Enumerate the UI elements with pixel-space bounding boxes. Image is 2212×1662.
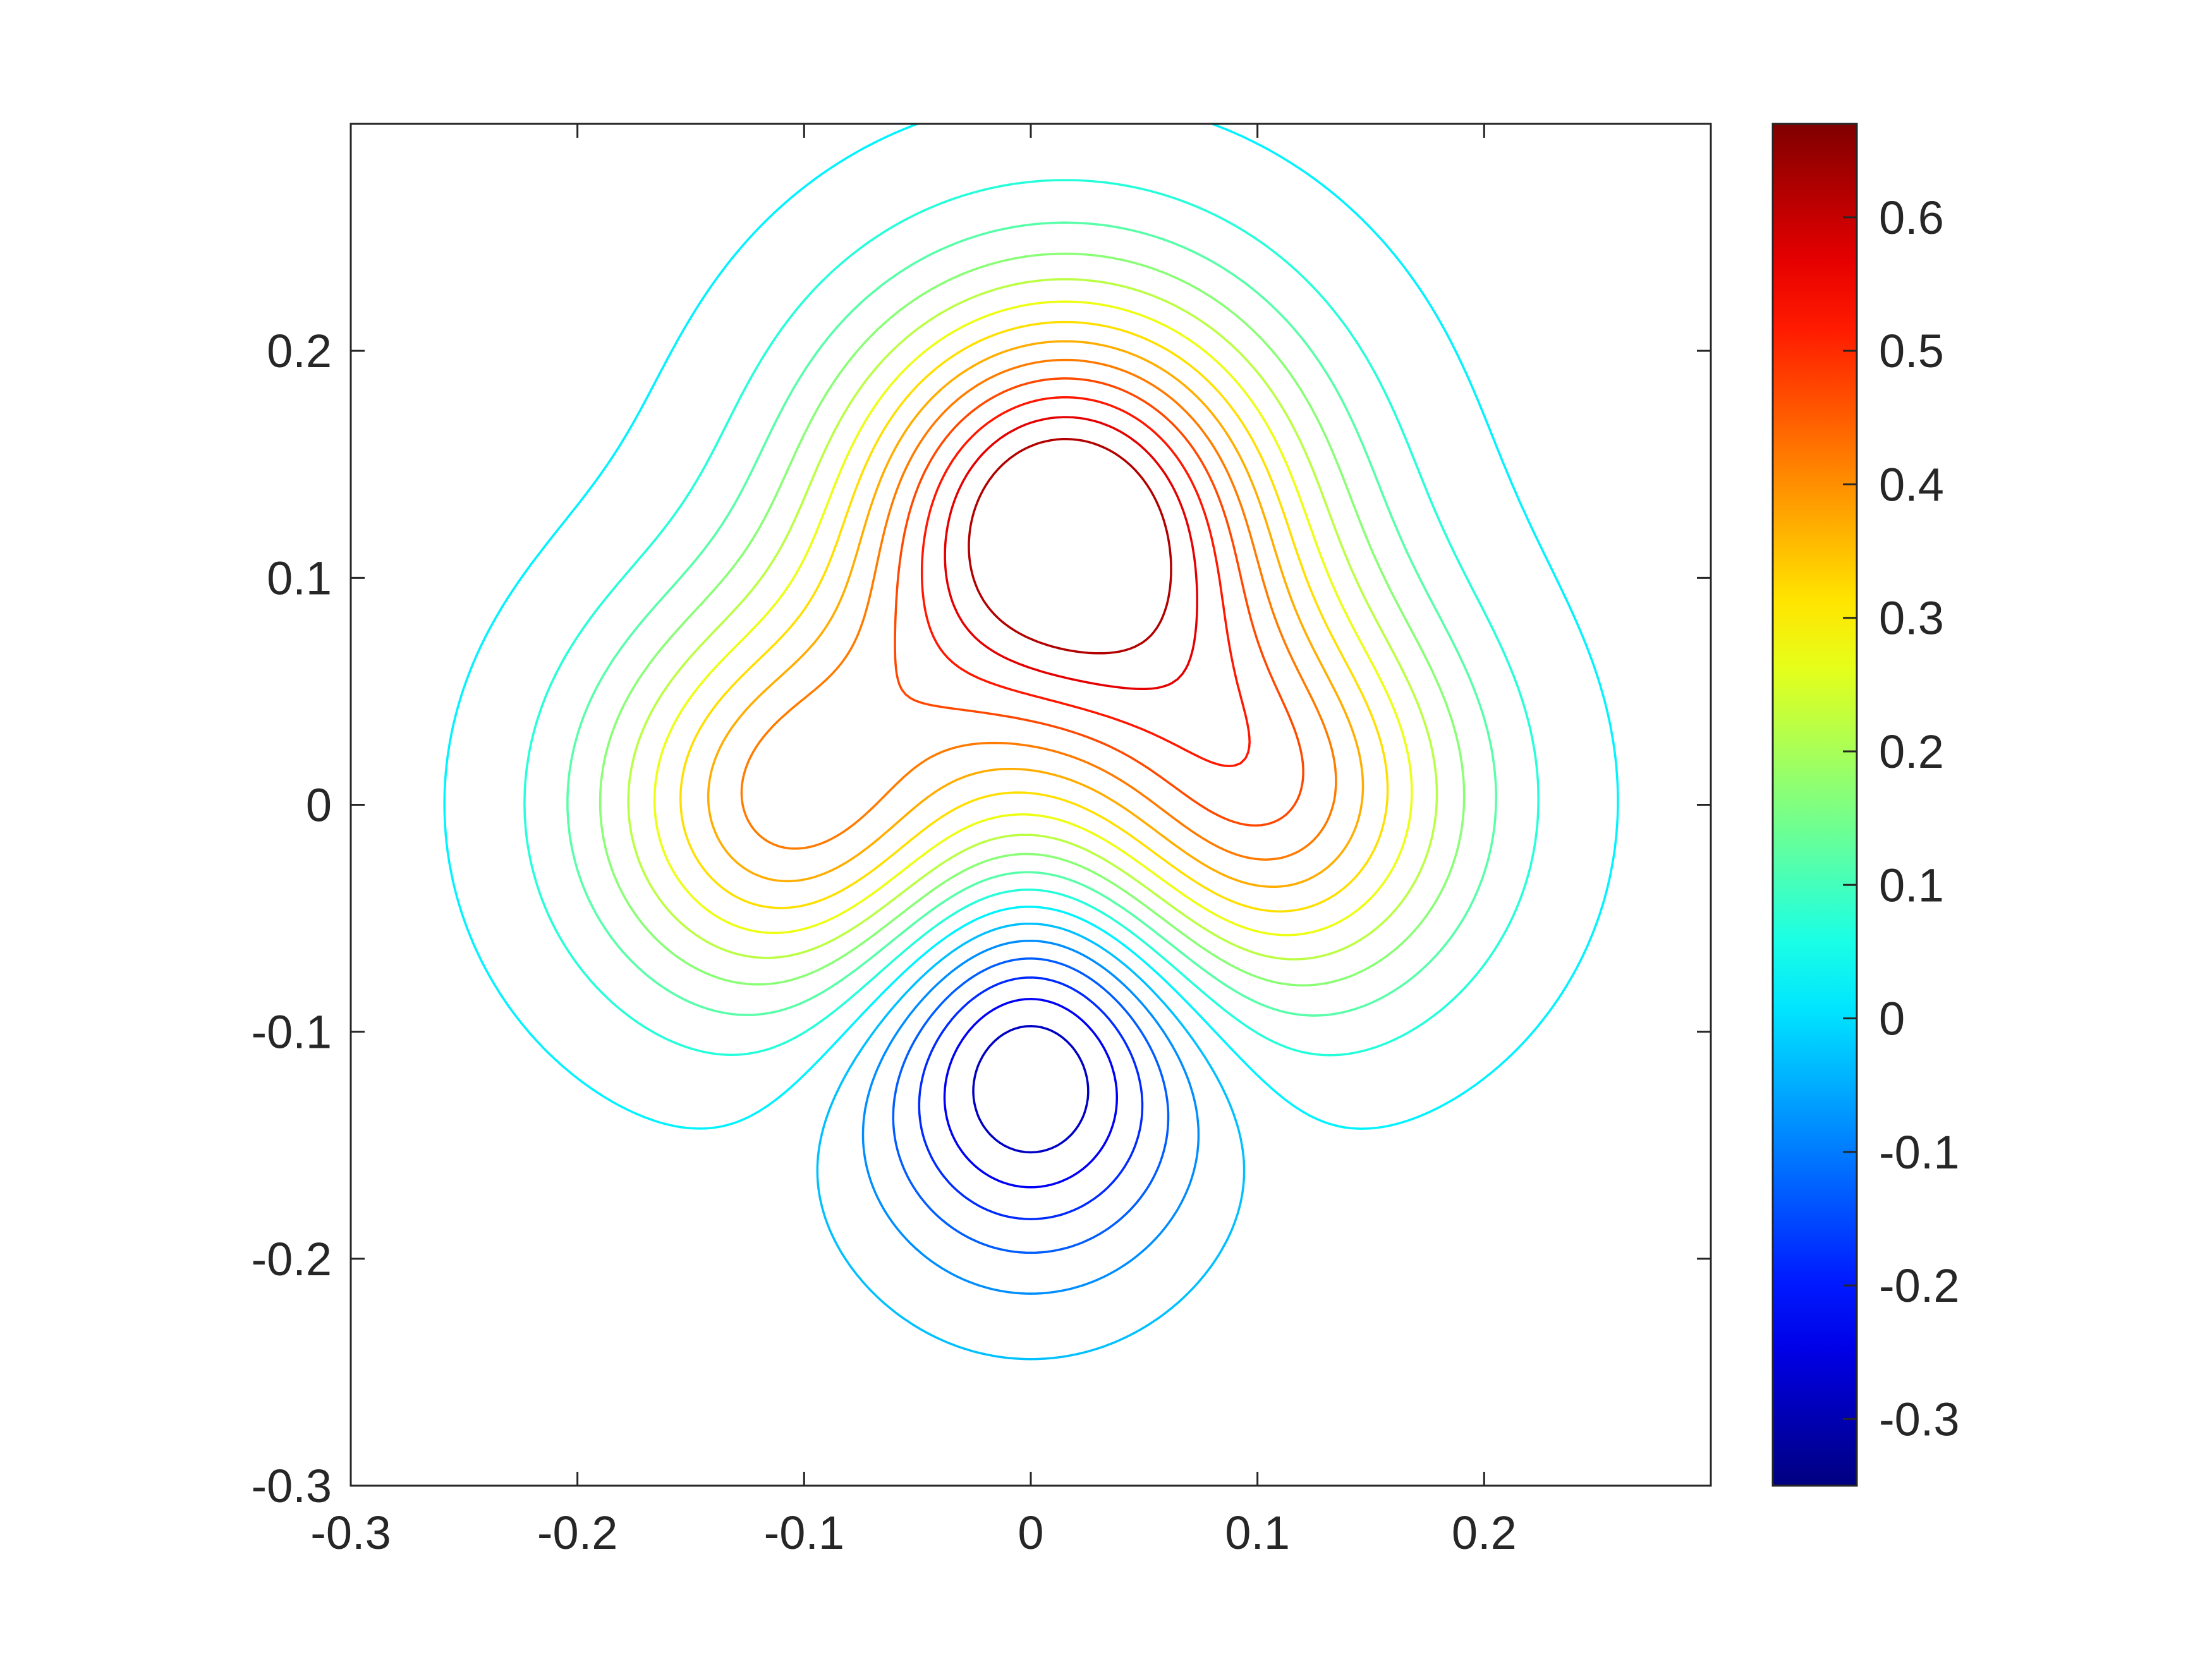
contour-level-15 [740, 358, 1337, 861]
axis-tick-labels: -0.3 -0.2 -0.1 0 0.1 0.2 -0.3 -0.2 -0.1 0 0.1 0.2 [251, 325, 1516, 1559]
contour-level-9 [566, 221, 1497, 1017]
x-tick-label-2: -0.1 [764, 1507, 845, 1559]
contour-level-14 [707, 340, 1364, 889]
colorbar [1771, 123, 1858, 1487]
colorbar-tick-label-6: 0.3 [1879, 592, 1944, 645]
x-tick-label-4: 0.1 [1225, 1507, 1290, 1559]
y-tick-label-3: 0 [306, 779, 332, 832]
colorbar-tick-label-4: 0.1 [1879, 859, 1944, 911]
colorbar-tick-label-2: -0.1 [1879, 1126, 1960, 1179]
axis-ticks [349, 124, 1711, 1487]
contour-level-5 [861, 939, 1200, 1295]
x-tick-label-5: 0.2 [1452, 1507, 1517, 1559]
colorbar-tick-label-0: -0.3 [1879, 1393, 1960, 1445]
contour-level-1 [972, 1024, 1090, 1154]
contour-level-18 [944, 416, 1198, 691]
x-tick-label-0: -0.3 [310, 1507, 391, 1559]
contour-level-7 [443, 123, 1619, 1130]
contour-level-11 [627, 278, 1438, 961]
contour-level-4 [892, 957, 1170, 1254]
colorbar-tick-label-3: 0 [1879, 993, 1905, 1045]
colorbar-tick-label-9: 0.6 [1879, 191, 1944, 244]
contour-level-3 [918, 976, 1144, 1220]
colorbar-tick-label-1: -0.2 [1879, 1259, 1960, 1312]
y-tick-label-2: -0.1 [251, 1006, 332, 1058]
contour-level-12 [653, 300, 1413, 937]
contour-level-6 [816, 922, 1246, 1361]
colorbar-tick-label-8: 0.5 [1879, 325, 1944, 377]
contour-lines [443, 123, 1619, 1361]
contour-level-2 [943, 998, 1119, 1189]
contour-level-8 [523, 179, 1540, 1057]
y-tick-label-4: 0.1 [267, 552, 332, 604]
contour-level-16 [894, 377, 1304, 827]
x-tick-label-3: 0 [1018, 1507, 1043, 1559]
x-tick-label-1: -0.2 [537, 1507, 618, 1559]
y-tick-label-5: 0.2 [267, 325, 332, 377]
contour-level-19 [968, 438, 1172, 655]
colorbar-tick-label-7: 0.4 [1879, 458, 1944, 511]
y-tick-label-1: -0.2 [251, 1233, 332, 1285]
colorbar-tick-label-5: 0.2 [1879, 725, 1944, 778]
contour-level-10 [599, 252, 1466, 987]
contour-level-17 [920, 396, 1251, 768]
y-tick-label-0: -0.3 [251, 1460, 332, 1512]
contour-level-13 [679, 320, 1389, 913]
colorbar-ticks: -0.3 -0.2 -0.1 0 0.1 0.2 0.3 0.4 0.5 0.6 [1843, 191, 1960, 1445]
